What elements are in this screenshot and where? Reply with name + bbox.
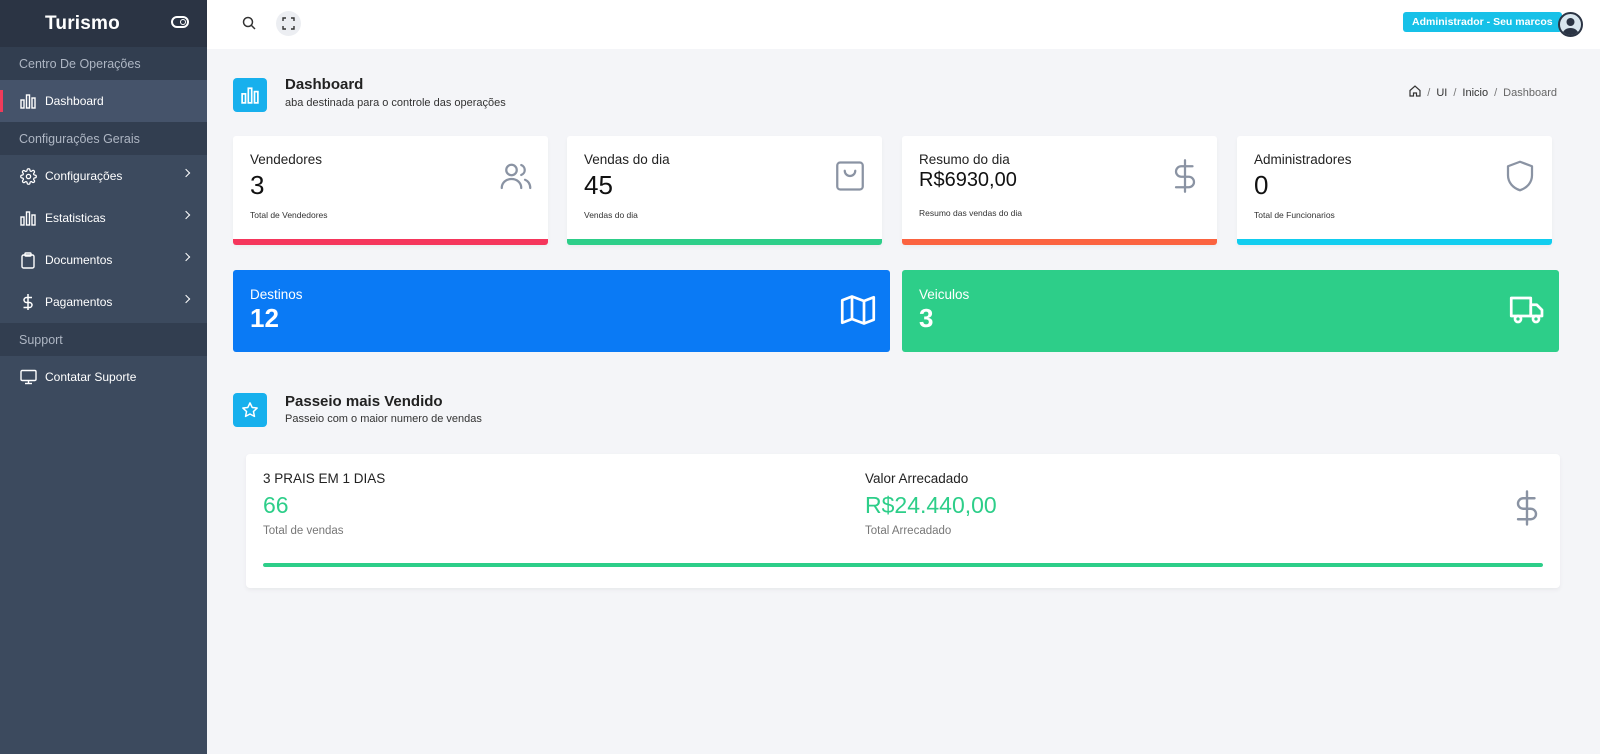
sidebar-item-label: Pagamentos — [45, 295, 113, 309]
breadcrumb-dashboard: Dashboard — [1503, 86, 1557, 99]
sidebar: Turismo Centro De Operações Dashboard Co… — [0, 0, 207, 754]
section-subtitle: Passeio com o maior numero de vendas — [285, 413, 482, 425]
stat-value: R$6930,00 — [919, 169, 1017, 191]
chevron-right-icon — [181, 168, 191, 178]
tour-name: 3 PRAIS EM 1 DIAS — [263, 471, 386, 486]
stat-card-vendedores: Vendedores 3 Total de Vendedores — [233, 136, 548, 245]
users-icon — [498, 158, 534, 194]
stat-accent-bar — [233, 239, 548, 245]
sidebar-item-label: Dashboard — [45, 94, 104, 108]
shopping-bag-icon — [832, 158, 868, 194]
breadcrumb-inicio[interactable]: Inicio — [1462, 86, 1489, 99]
wide-label: Destinos — [250, 287, 303, 302]
stat-note: Vendas do dia — [584, 210, 638, 220]
stat-value: 3 — [250, 170, 265, 200]
shield-icon — [1502, 158, 1538, 194]
fullscreen-icon[interactable] — [276, 11, 301, 36]
sidebar-item-contatar-suporte[interactable]: Contatar Suporte — [0, 356, 207, 398]
breadcrumb-separator: / — [1453, 86, 1457, 99]
breadcrumb-separator: / — [1494, 86, 1498, 99]
chevron-right-icon — [181, 252, 191, 262]
search-icon[interactable] — [241, 15, 257, 31]
chevron-right-icon — [181, 210, 191, 220]
stat-note: Resumo das vendas do dia — [919, 208, 1023, 218]
bar-chart-icon — [241, 87, 259, 104]
sidebar-item-dashboard[interactable]: Dashboard — [0, 80, 207, 122]
stat-label: Resumo do dia — [919, 152, 1010, 167]
breadcrumb-separator: / — [1427, 86, 1431, 99]
section-header-operacoes: Centro De Operações — [0, 47, 207, 80]
breadcrumb-ui[interactable]: UI — [1436, 86, 1448, 99]
revenue-note: Total Arrecadado — [865, 525, 952, 537]
section-header-configuracoes: Configurações Gerais — [0, 122, 207, 155]
main-content: Dashboard aba destinada para o controle … — [207, 49, 1600, 754]
section-header-support: Support — [0, 323, 207, 356]
breadcrumb: / UI / Inicio / Dashboard — [1409, 85, 1557, 100]
topbar: Administrador - Seu marcos — [207, 0, 1600, 49]
sidebar-item-label: Configurações — [45, 169, 123, 183]
top-tour-card: 3 PRAIS EM 1 DIAS 66 Total de vendas Val… — [246, 454, 1560, 588]
stat-card-administradores: Administradores 0 Total de Funcionarios — [1237, 136, 1552, 245]
section-icon — [233, 393, 267, 427]
stat-note: Total de Funcionarios — [1254, 210, 1335, 220]
sidebar-item-pagamentos[interactable]: Pagamentos — [0, 281, 207, 323]
revenue-value: R$24.440,00 — [865, 492, 997, 518]
stat-card-resumo-do-dia: Resumo do dia R$6930,00 Resumo das venda… — [902, 136, 1217, 245]
bar-chart-icon — [19, 92, 37, 110]
wide-card-veiculos: Veiculos 3 — [902, 270, 1559, 352]
page-subtitle: aba destinada para o controle das operaç… — [285, 97, 506, 109]
stat-accent-bar — [1237, 239, 1552, 245]
dollar-icon — [1512, 490, 1542, 526]
admin-badge[interactable]: Administrador - Seu marcos — [1403, 12, 1562, 32]
dollar-icon — [19, 293, 37, 311]
sidebar-item-label: Documentos — [45, 253, 113, 267]
section-title: Passeio mais Vendido — [285, 393, 443, 410]
sidebar-item-label: Estatisticas — [45, 211, 106, 225]
avatar[interactable] — [1558, 12, 1583, 37]
sidebar-item-configuracoes[interactable]: Configurações — [0, 155, 207, 197]
map-icon — [840, 292, 876, 328]
stat-label: Administradores — [1254, 152, 1352, 167]
stat-note: Total de Vendedores — [250, 210, 328, 220]
chevron-right-icon — [181, 294, 191, 304]
stat-value: 45 — [584, 170, 613, 200]
brand-title: Turismo — [45, 12, 120, 34]
sales-progress-fill — [263, 563, 1543, 567]
page-title: Dashboard — [285, 76, 364, 93]
wide-value: 3 — [919, 303, 934, 333]
wide-card-destinos: Destinos 12 — [233, 270, 890, 352]
sidebar-toggle-icon[interactable] — [171, 16, 189, 28]
wide-label: Veiculos — [919, 287, 970, 302]
revenue-label: Valor Arrecadado — [865, 471, 969, 486]
page-icon — [233, 78, 267, 112]
sales-progress-bar — [263, 563, 1543, 567]
stat-label: Vendedores — [250, 152, 323, 167]
stat-accent-bar — [902, 239, 1217, 245]
stat-label: Vendas do dia — [584, 152, 670, 167]
wide-value: 12 — [250, 303, 279, 333]
bar-chart-icon — [19, 209, 37, 227]
home-icon[interactable] — [1409, 85, 1421, 100]
sidebar-brand: Turismo — [0, 0, 207, 47]
truck-icon — [1509, 292, 1545, 328]
dollar-icon — [1167, 158, 1203, 194]
monitor-icon — [19, 368, 37, 386]
sidebar-item-label: Contatar Suporte — [45, 370, 137, 384]
sidebar-item-documentos[interactable]: Documentos — [0, 239, 207, 281]
sidebar-item-estatisticas[interactable]: Estatisticas — [0, 197, 207, 239]
clipboard-icon — [19, 251, 37, 269]
tour-sales-value: 66 — [263, 492, 289, 518]
gear-icon — [19, 167, 37, 185]
star-icon — [242, 402, 258, 418]
stat-accent-bar — [567, 239, 882, 245]
stat-card-vendas-do-dia: Vendas do dia 45 Vendas do dia — [567, 136, 882, 245]
tour-sales-note: Total de vendas — [263, 525, 344, 537]
stat-value: 0 — [1254, 170, 1269, 200]
